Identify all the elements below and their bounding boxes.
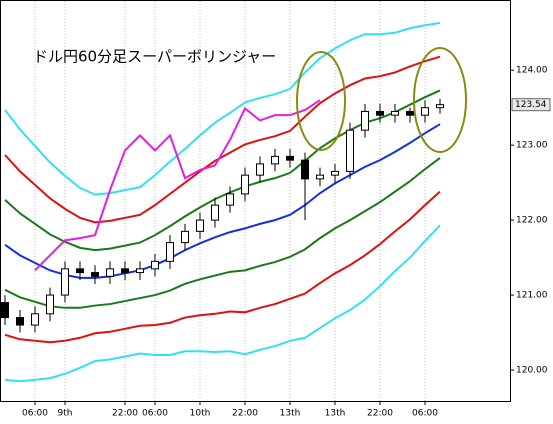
candle-body [151, 260, 159, 270]
band-line [4, 123, 441, 279]
candle-body [61, 268, 69, 296]
candle-body [76, 268, 84, 274]
candle-body [361, 110, 369, 131]
candle-body [16, 317, 24, 326]
last-price-label: 123.54 [515, 100, 547, 110]
candle-body [316, 174, 324, 180]
candle-body [331, 170, 339, 176]
x-tick-label: 10th [190, 409, 211, 419]
candle-body [166, 242, 174, 262]
band-line [4, 157, 441, 309]
candle-body [226, 193, 234, 206]
candle-body [376, 110, 384, 116]
x-tick-label: 22:00 [232, 409, 258, 419]
x-tick-label: 22:00 [367, 409, 393, 419]
candle-body [106, 268, 114, 277]
y-tick-label: 123.00 [516, 141, 548, 151]
chart-title: ドル円60分足スーパーボリンジャー [33, 48, 276, 66]
candle-body [211, 204, 219, 221]
x-tick-label: 9th [58, 409, 73, 419]
x-tick-label: 06:00 [142, 409, 168, 419]
candle-body [46, 294, 54, 315]
candle-body [241, 174, 249, 195]
x-tick-label: 13th [325, 409, 346, 419]
band-line [34, 99, 321, 272]
candle-body [436, 104, 444, 109]
candle-body [406, 110, 414, 116]
band-line [4, 190, 441, 344]
highlight-ellipse [413, 47, 467, 153]
y-tick-label: 121.00 [516, 291, 548, 301]
band-line [4, 21, 441, 196]
candle-body [91, 272, 99, 277]
y-tick-label: 120.00 [516, 366, 548, 376]
x-tick-label: 06:00 [412, 409, 438, 419]
y-tick-label: 122.00 [516, 216, 548, 226]
x-tick-label: 06:00 [22, 409, 48, 419]
candle-body [181, 230, 189, 244]
candle-body [31, 313, 39, 326]
candle-body [421, 107, 429, 116]
candle-body [391, 110, 399, 116]
candle-body [121, 268, 129, 274]
last-price-box [511, 98, 551, 112]
candle-body [301, 159, 309, 180]
x-tick-label: 13th [280, 409, 301, 419]
candle-body [286, 155, 294, 161]
candle-body [136, 268, 144, 274]
band-line [4, 224, 441, 383]
band-line [4, 55, 441, 224]
x-tick-label: 22:00 [112, 409, 138, 419]
candle-body [1, 302, 9, 319]
highlight-ellipse [296, 51, 346, 151]
candle-body [346, 129, 354, 172]
candle-body [271, 155, 279, 165]
candle-body [256, 163, 264, 176]
candle-body [196, 219, 204, 232]
y-tick-label: 124.00 [516, 66, 548, 76]
